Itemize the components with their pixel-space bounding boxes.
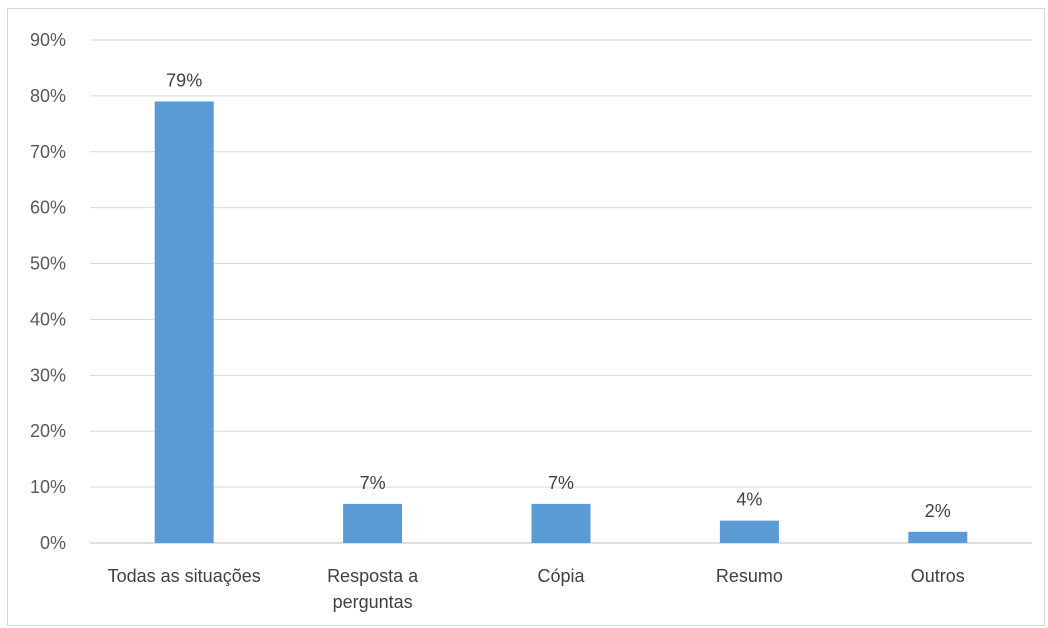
data-label: 7%	[548, 473, 574, 493]
bar	[908, 531, 968, 543]
x-category-label: Resumo	[716, 566, 783, 586]
x-category-label: Todas as situações	[108, 566, 261, 586]
data-label: 79%	[166, 70, 202, 90]
x-category-label-line: Outros	[911, 566, 965, 586]
bar	[343, 503, 403, 543]
bar	[154, 101, 214, 543]
x-category-label: Resposta a perguntas	[327, 566, 419, 612]
x-category-label: Outros	[911, 566, 965, 586]
bar	[719, 520, 779, 543]
bars	[154, 101, 968, 543]
y-tick-label: 80%	[30, 86, 66, 106]
x-category-label-line: perguntas	[333, 592, 413, 612]
data-label: 4%	[736, 490, 762, 510]
gridlines	[90, 39, 1032, 544]
y-tick-label: 70%	[30, 142, 66, 162]
y-tick-label: 0%	[40, 533, 66, 553]
y-axis: 0% 10% 20% 30% 40% 50% 60% 70% 80% 90%	[30, 30, 66, 553]
y-tick-label: 20%	[30, 421, 66, 441]
x-axis: Todas as situações Resposta a perguntas Cóp…	[108, 566, 965, 612]
y-tick-label: 10%	[30, 477, 66, 497]
bar	[531, 503, 591, 543]
x-category-label-line: Todas as situações	[108, 566, 261, 586]
x-category-label-line: Cópia	[537, 566, 585, 586]
data-label: 7%	[360, 473, 386, 493]
y-tick-label: 40%	[30, 309, 66, 329]
x-category-label: Cópia	[537, 566, 585, 586]
data-labels: 79% 7% 7% 4% 2%	[166, 70, 951, 520]
data-label: 2%	[925, 501, 951, 521]
x-category-label-line: Resposta a	[327, 566, 419, 586]
y-tick-label: 50%	[30, 254, 66, 274]
y-tick-label: 90%	[30, 30, 66, 50]
x-category-label-line: Resumo	[716, 566, 783, 586]
y-tick-label: 30%	[30, 365, 66, 385]
y-tick-label: 60%	[30, 198, 66, 218]
